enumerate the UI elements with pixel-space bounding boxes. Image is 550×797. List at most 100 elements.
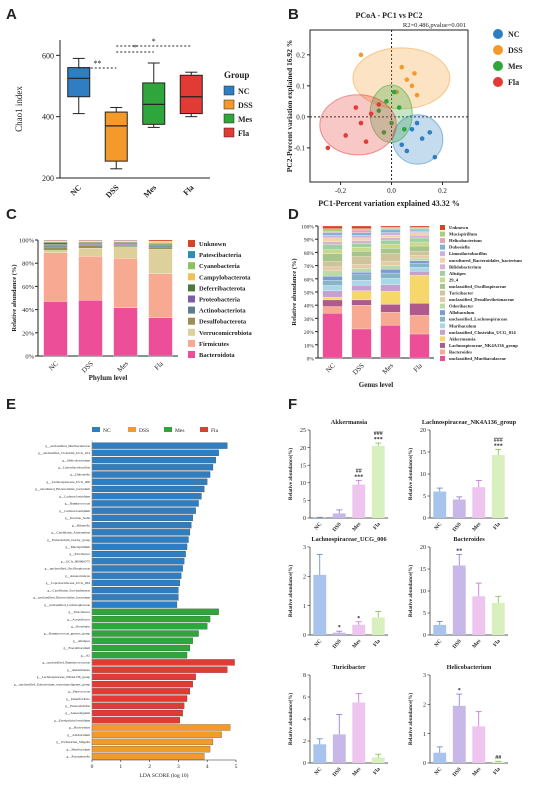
x-tick-label: DSS [351, 362, 366, 377]
significance-label: * [133, 43, 137, 52]
confidence-ellipse-DSS [352, 47, 451, 110]
y-tick-label: 3 [423, 673, 426, 679]
segment-Lachnospiraceae_NK4A136_group [409, 303, 430, 316]
bar-NC [433, 491, 447, 518]
legend-label: Desulfobacterota [199, 319, 247, 326]
point-NC [432, 154, 438, 160]
segment-Mucispirillum [322, 228, 343, 232]
lda-bar [91, 659, 235, 666]
segment-Verrucomicrobiota [113, 246, 138, 259]
lda-bar [91, 608, 219, 615]
legend-swatch [440, 336, 445, 342]
segment-Allobaculum [409, 260, 430, 264]
legend-label: Actinobacteriota [199, 308, 246, 315]
y-tick-label: 0 [303, 633, 306, 639]
legend-label: unclassified_Oscillospiraceae [449, 284, 506, 289]
y-tick-label: 1 [423, 732, 426, 738]
significance-mark: *** [374, 437, 383, 443]
x-tick-label: Mes [351, 638, 362, 649]
y-tick-label: 2 [303, 575, 306, 581]
segment-Akkermansia [351, 290, 372, 301]
segment-Lachnospiraceae_NK4A136_group [322, 299, 343, 307]
point-NC [419, 136, 425, 141]
segment-Actinobacteriota [113, 244, 138, 246]
lda-bar-label: g__Escherichia_Shigella [56, 740, 90, 744]
y-axis-title: Relative abundance (%) [11, 264, 18, 331]
legend-label: Lachnospiraceae_NK4A136_group [449, 343, 518, 348]
lda-bar [91, 478, 208, 485]
legend-label: Campylobacterota [199, 274, 251, 281]
lda-bar [91, 731, 222, 738]
legend-swatch [440, 329, 445, 335]
x-tick-label: Fla [181, 183, 195, 197]
y-tick-label: 4 [303, 717, 306, 723]
segment-unclassified_Clostridia_UCG_014 [322, 290, 343, 298]
lda-bar [91, 442, 228, 449]
segment-unclassified_Muribaculaceae [409, 333, 430, 359]
bar-DSS [452, 499, 466, 518]
x-tick-label: Mes [471, 766, 482, 777]
lda-bar [91, 471, 211, 478]
segment-Bacteroidota [148, 317, 173, 357]
segment-Unknown [380, 225, 401, 228]
segment-Campylobacterota [148, 242, 173, 244]
legend-label: Odoribacter [449, 304, 473, 309]
x-axis-title: Phylum level [89, 374, 128, 382]
lda-bar-label: g__Desulfovibrio [66, 697, 90, 701]
legend-swatch [440, 290, 445, 296]
lda-bar-label: g__Allobaculum [67, 733, 90, 737]
x-tick-label: DSS [80, 360, 95, 375]
lda-bar-label: g__Ruminococcus [65, 502, 91, 506]
legend-swatch [440, 225, 445, 230]
segment-Proteobacteria [43, 244, 68, 246]
lda-bar-label: g__Anaerotignum [65, 711, 90, 715]
legend-swatch-NC [223, 85, 235, 96]
confidence-ellipse-Fla [319, 94, 397, 156]
segment-Helicobacterium [322, 231, 343, 233]
point-Mes [391, 89, 397, 95]
segment-Desulfobacterota [113, 245, 138, 248]
lda-bar-label: g__Lachnoclostridium [59, 509, 90, 513]
y-axis-title: Relative abundance(%) [407, 448, 414, 501]
y-tick-label: 20% [304, 330, 315, 336]
lda-bar-label: g__unclassified_Lachnospiraceae [44, 603, 90, 607]
x-tick-label: DSS [452, 766, 463, 778]
x-tick-label: NC [314, 521, 324, 531]
plot-frame [309, 29, 469, 183]
bar-Fla [491, 602, 505, 635]
significance-label: * [152, 37, 156, 46]
y-tick-label: 50% [304, 291, 315, 297]
legend-marker-DSS [493, 45, 503, 55]
panel-letter-b: B [288, 6, 299, 23]
point-Fla [363, 139, 369, 144]
segment-unclassified_Oscillospiraceae [409, 245, 430, 252]
bar-DSS [332, 632, 346, 635]
legend-swatch-Mes [164, 427, 172, 432]
bar-Mes [472, 596, 486, 635]
segment-uncultured_Bacteroidales_bacterium [380, 235, 401, 238]
lda-bar-label: g__Rikenella [72, 523, 91, 527]
lda-bar-label: g__A2 [81, 653, 91, 657]
legend-label: NC [508, 30, 520, 39]
segment-Limosilactobacillus [409, 231, 430, 233]
x-tick-label: -0.2 [335, 187, 347, 195]
x-tick-label: NC [324, 362, 337, 375]
lda-bar [91, 558, 185, 565]
lda-bar [91, 550, 186, 558]
y-tick-label: 1 [303, 604, 306, 610]
lda-bar-label: g__Erysipelatoclostridium [54, 718, 90, 722]
legend-label: 29_4 [449, 277, 459, 282]
bar-NC [313, 744, 327, 763]
segment-Unknown [113, 239, 138, 241]
x-tick-label: Fla [412, 361, 425, 374]
y-tick-label: 80% [304, 251, 315, 257]
segment-Verrucomicrobiota [148, 249, 173, 274]
segment-Bifidobacterium [351, 240, 372, 244]
y-tick-label: 0 [423, 516, 426, 522]
subplot-title: Helicobacterium [447, 664, 493, 671]
x-tick-label: NC [434, 766, 444, 776]
x-tick-label: 0.0 [387, 187, 396, 195]
segment-unclassified_Desulfovibrionaceae [351, 264, 372, 269]
y-tick-label: 5 [423, 494, 426, 500]
legend-label: Proteobacteria [199, 297, 241, 304]
